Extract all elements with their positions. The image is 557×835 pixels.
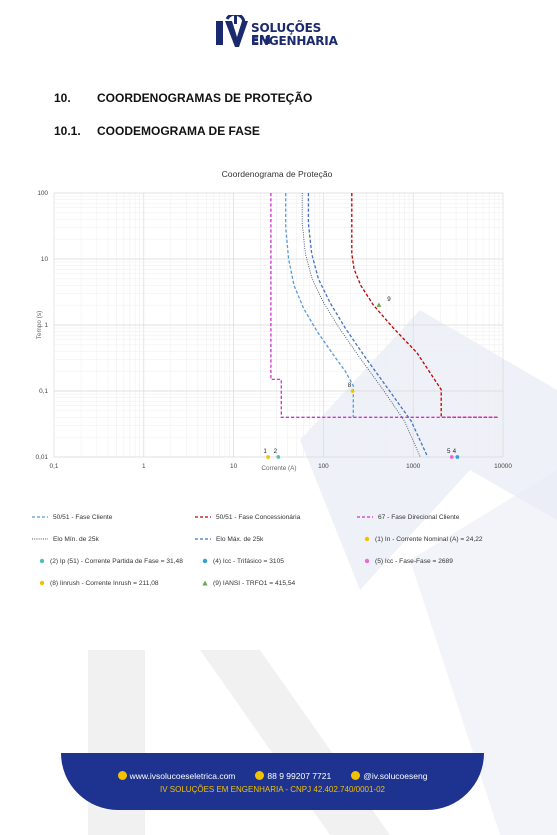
legend-point-1: (1) In - Corrente Nominal (A) = 24,22 [364,533,483,545]
legend-point-8: (8) Iinrush - Corrente Inrush = 211,08 [39,577,159,589]
series-line-67-fase-direcional-cliente [270,193,499,418]
subsection-number: 10.1. [54,124,81,138]
legend-point-9: (9) IANSI - TRFO1 = 415,54 [202,577,295,589]
series-line-50-51-fase-concession-ria [351,193,499,418]
whatsapp-icon [255,771,265,780]
point-label-4: 4 [453,448,457,455]
logo-text-line2: ENGENHARIA [251,34,338,48]
y-tick-label: 0,1 [39,388,48,395]
x-tick-label: 1000 [406,463,421,470]
point-marker-2 [276,455,281,459]
chart-grid [53,192,504,458]
y-tick-label: 10 [41,256,49,263]
legend-elo-max: Elo Máx. de 25k [195,533,263,545]
point-marker-8 [350,389,355,393]
y-tick-label: 0,01 [36,454,49,461]
legend-fase-cliente: 50/51 - Fase Cliente [32,511,112,523]
point-label-5: 5 [447,448,451,455]
legend-elo-min: Elo Mín. de 25k [32,533,99,545]
point-label-8: 8 [348,382,352,389]
circle-marker-icon [39,558,45,564]
footer-banner: www.ivsolucoeseletrica.com 88 9 99207 772… [61,753,484,810]
triangle-marker-icon [202,580,208,586]
point-marker-5 [449,455,454,459]
footer-phone[interactable]: 88 9 99207 7721 [267,771,332,781]
footer-instagram[interactable]: @iv.solucoeseng [363,771,428,781]
chart-series [270,193,499,458]
dashed-line-icon [195,516,211,518]
company-logo: SOLUÇÕES EM ENGENHARIA [214,12,339,51]
section-title: COORDENOGRAMAS DE PROTEÇÃO [97,91,313,105]
footer-company: IV SOLUÇÕES EM ENGENHARIA - CNPJ 42.402.… [160,785,385,794]
coordinogram-chart: Coordenograma de Proteção 0,1 1 10 100 1000 1… [36,169,513,472]
circle-marker-icon [364,558,370,564]
legend-label: 50/51 - Fase Concessionária [216,513,301,521]
legend-label: (5) Icc - Fase-Fase = 2689 [375,557,453,565]
y-axis-label: Tempo (s) [36,311,43,339]
legend-point-4: (4) Icc - Trifásico = 3105 [202,555,284,567]
legend-fase-concessionaria: 50/51 - Fase Concessionária [195,511,300,523]
x-axis-ticks: 0,1 1 10 100 1000 10000 [50,463,513,470]
circle-marker-icon [202,558,208,564]
dashed-line-icon [195,538,211,540]
globe-icon [117,771,127,780]
legend-label: (2) Ip (51) - Corrente Partida de Fase =… [50,557,183,565]
section-number: 10. [54,91,71,105]
point-label-9: 9 [387,296,391,303]
legend-label: Elo Mín. de 25k [53,535,99,543]
y-tick-label: 1 [44,322,48,329]
x-axis-label: Corrente (A) [261,465,296,472]
legend-label: 50/51 - Fase Cliente [53,513,113,521]
point-label-1: 1 [263,448,267,455]
footer-website[interactable]: www.ivsolucoeseletrica.com [129,771,236,781]
series-line-elo-m-n-de-25k [301,193,421,458]
legend-label: Elo Máx. de 25k [216,535,264,543]
point-marker-1 [266,455,270,459]
legend-point-5: (5) Icc - Fase-Fase = 2689 [364,555,453,567]
legend-label: 67 - Fase Direcional Cliente [378,513,460,521]
chart-points: 1 2 45 8 9 [263,296,460,459]
logo-mark-icon [216,12,248,47]
legend-label: (9) IANSI - TRFO1 = 415,54 [213,579,296,587]
dashed-line-icon [32,516,48,518]
instagram-icon [351,771,361,780]
footer-contacts: www.ivsolucoeseletrica.com 88 9 99207 772… [61,771,484,781]
circle-marker-icon [364,536,370,542]
x-tick-label: 0,1 [50,463,59,470]
legend-label: (8) Iinrush - Corrente Inrush = 211,08 [50,579,159,587]
circle-marker-icon [39,580,45,586]
point-label-2: 2 [274,448,278,455]
series-line-50-51-fase-cliente [285,193,354,418]
chart-title: Coordenograma de Proteção [222,169,333,179]
x-tick-label: 100 [318,463,329,470]
legend-label: (4) Icc - Trifásico = 3105 [213,557,284,565]
subsection-title: COODEMOGRAMA DE FASE [97,124,260,138]
dotted-line-icon [32,538,48,540]
point-marker-9 [376,302,382,307]
x-tick-label: 10000 [494,463,512,470]
x-tick-label: 10 [230,463,238,470]
legend-point-2: (2) Ip (51) - Corrente Partida de Fase =… [39,555,183,567]
y-axis-ticks: 0,01 0,1 1 10 100 [36,190,49,461]
point-marker-4 [455,455,460,459]
logo-text-line1: SOLUÇÕES EM [251,21,322,47]
y-tick-label: 100 [37,190,48,197]
x-tick-label: 1 [142,463,146,470]
legend-fase-direcional: 67 - Fase Direcional Cliente [357,511,459,523]
legend-label: (1) In - Corrente Nominal (A) = 24,22 [375,535,483,543]
dashed-line-icon [357,516,373,518]
series-line-elo-m-x-de-25k [307,193,429,458]
